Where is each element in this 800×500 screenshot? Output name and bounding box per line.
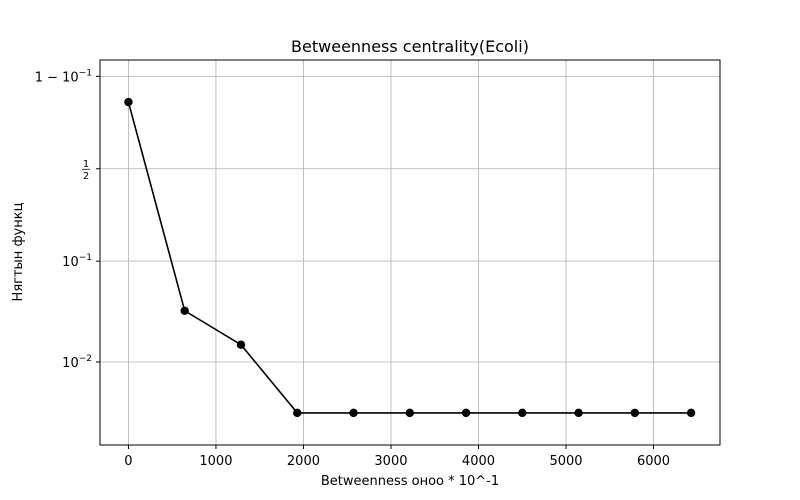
data-point — [461, 408, 471, 418]
x-tick-layer: 0 1000 2000 3000 4000 5000 6000 — [124, 445, 670, 469]
data-point — [293, 408, 302, 418]
data-point — [236, 340, 246, 349]
grid-layer — [100, 60, 720, 445]
marker-layer — [124, 97, 696, 418]
data-point — [349, 408, 358, 418]
series-line — [127, 101, 692, 414]
y-tick-label-denominator: 2 — [83, 171, 89, 182]
x-tick-label: 4000 — [462, 454, 495, 469]
x-tick-label: 2000 — [287, 454, 320, 469]
x-tick-label: 5000 — [549, 454, 582, 469]
line-layer — [127, 101, 692, 414]
y-tick-label: 10−1 — [62, 253, 92, 270]
data-point — [574, 408, 583, 418]
data-point — [405, 408, 414, 418]
data-point — [686, 408, 696, 418]
x-tick-label: 1000 — [199, 454, 232, 469]
data-point — [518, 408, 527, 418]
data-point — [630, 408, 640, 418]
x-axis-label: Betweenness оноо * 10^-1 — [321, 474, 499, 489]
y-tick-label-numerator: 1 — [83, 159, 89, 170]
y-tick-label: 10−2 — [62, 354, 92, 371]
chart-title: Betweenness centrality(Ecoli) — [291, 37, 529, 56]
x-tick-label: 0 — [124, 454, 132, 469]
x-tick-label: 3000 — [374, 454, 407, 469]
data-point — [180, 306, 189, 315]
plot-frame — [99, 59, 721, 446]
y-axis-label: Нягтын функц — [11, 202, 26, 301]
data-point — [124, 97, 133, 107]
y-tick-label: 1 − 10−1 — [35, 68, 92, 85]
y-tick-layer: 1 − 10−1 12 10−1 10−2 — [35, 68, 100, 371]
x-tick-label: 6000 — [637, 454, 670, 469]
